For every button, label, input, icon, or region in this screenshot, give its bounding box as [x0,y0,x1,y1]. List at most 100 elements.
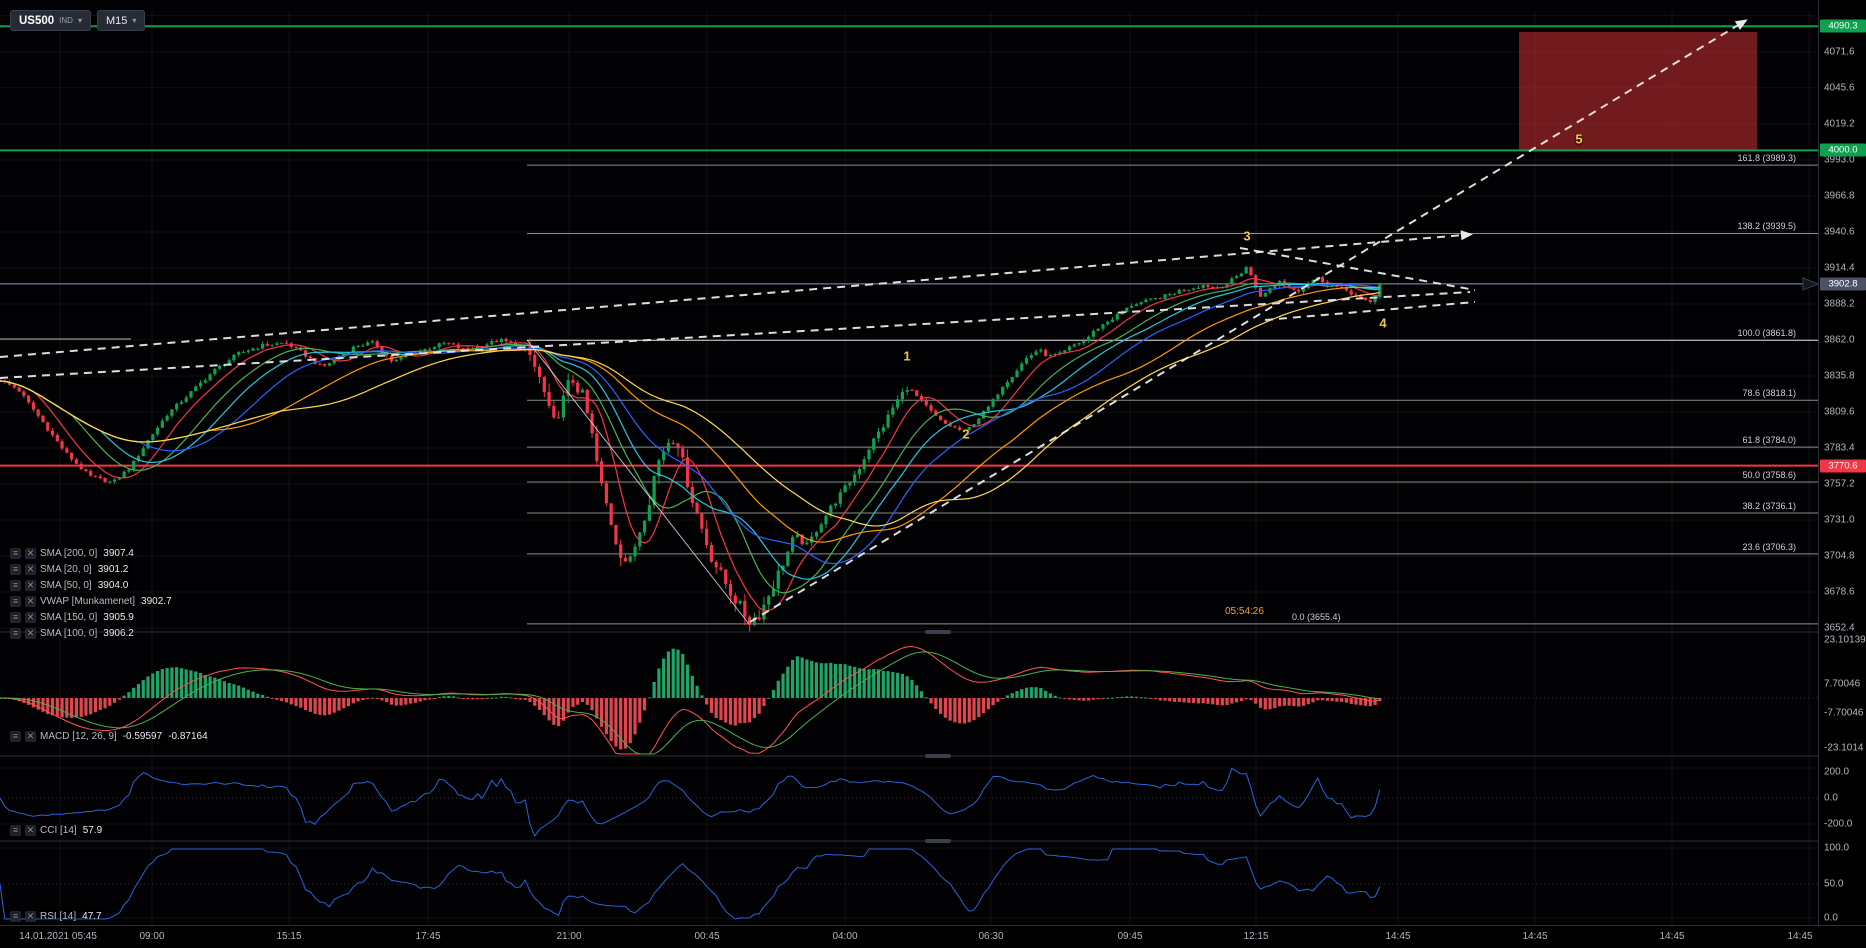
rsi-legend-label: RSI [14] [40,910,77,922]
legend-close-icon[interactable]: ✕ [25,611,36,623]
macd-value-2: -0.87164 [168,730,208,742]
legend-close-icon[interactable]: ✕ [25,824,36,836]
legend-close-icon[interactable]: ✕ [25,730,36,742]
cci-legend: ≡ ✕ CCI [14] 57.9 [10,822,102,838]
legend-close-icon[interactable]: ✕ [25,627,36,639]
price-tick-label: 3757.2 [1824,478,1855,490]
indicator-legend-value: 3906.2 [103,627,134,639]
macd-tick-label: -7.70046 [1824,707,1864,719]
time-axis-label: 09:45 [1117,931,1143,942]
price-tick-label: 3993.0 [1824,154,1855,166]
price-tag: 4090.3 [1820,19,1866,33]
time-axis-label: 09:00 [139,931,165,942]
time-axis-label: 14:45 [1522,931,1548,942]
time-axis-label: 14:45 [1659,931,1685,942]
indicator-legend-label: VWAP [Munkamenet] [40,595,136,607]
price-tick-label: 4045.6 [1824,82,1855,94]
chevron-down-icon: ▾ [132,16,137,25]
macd-tick-label: -23.1014 [1824,742,1864,754]
cci-tick-label: 0.0 [1824,792,1838,804]
legend-menu-icon[interactable]: ≡ [10,547,21,559]
time-axis[interactable]: 14.01.2021 05:45 09:00 15:15 17:45 21:00 00:4… [0,925,1866,948]
indicator-legend-label: SMA [150, 0] [40,611,98,623]
price-tick-label: 3914.4 [1824,262,1855,274]
indicator-legend-label: SMA [50, 0] [40,579,92,591]
macd-legend-label: MACD [12, 26, 9] [40,730,117,742]
rsi-tick-label: 0.0 [1824,912,1838,924]
legend-menu-icon[interactable]: ≡ [10,824,21,836]
indicator-legend-label: SMA [200, 0] [40,547,98,559]
legend-close-icon[interactable]: ✕ [25,579,36,591]
rsi-legend: ≡ ✕ RSI [14] 47.7 [10,908,102,924]
rsi-value: 47.7 [82,910,102,922]
symbol-selector[interactable]: US500 IND ▾ [10,10,91,31]
main-indicator-legend: ≡ ✕ SMA [200, 0] 3907.4 ≡ ✕ SMA [20, 0] 3901.2 ≡… [10,545,172,641]
price-tick-label: 3731.0 [1824,514,1855,526]
indicator-legend-value: 3905.9 [103,611,134,623]
indicator-legend-value: 3904.0 [97,579,129,591]
time-axis-label: 21:00 [556,931,582,942]
legend-menu-icon[interactable]: ≡ [10,730,21,742]
price-tick-label: 3888.2 [1824,298,1855,310]
time-axis-label: 14.01.2021 05:45 [19,931,97,942]
time-axis-label: 12:15 [1243,931,1269,942]
macd-tick-label: 7.70046 [1824,678,1861,690]
indicator-legend-label: SMA [100, 0] [40,627,98,639]
time-axis-label: 00:45 [694,931,720,942]
legend-close-icon[interactable]: ✕ [25,563,36,575]
price-tick-label: 3652.4 [1824,622,1855,634]
time-axis-label: 17:45 [415,931,441,942]
price-tick-label: 3783.4 [1824,442,1855,454]
price-tick-label: 4071.6 [1824,46,1855,58]
price-tick-label: 4019.2 [1824,118,1855,130]
timeframe-selector[interactable]: M15 ▾ [96,10,146,31]
legend-menu-icon[interactable]: ≡ [10,563,21,575]
legend-close-icon[interactable]: ✕ [25,910,36,922]
time-axis-label: 14:45 [1787,931,1813,942]
legend-menu-icon[interactable]: ≡ [10,595,21,607]
timeframe-label: M15 [105,14,128,27]
macd-legend: ≡ ✕ MACD [12, 26, 9] -0.59597 -0.87164 [10,728,208,744]
indicator-legend-value: 3907.4 [103,547,134,559]
legend-close-icon[interactable]: ✕ [25,547,36,559]
legend-close-icon[interactable]: ✕ [25,595,36,607]
price-tick-label: 3835.8 [1824,370,1855,382]
legend-menu-icon[interactable]: ≡ [10,910,21,922]
price-tag: 4000.0 [1820,143,1866,157]
macd-tick-label: 23.10139 [1824,634,1866,646]
price-tag: 3770.6 [1820,459,1866,473]
cci-tick-label: 200.0 [1824,766,1850,778]
chevron-down-icon: ▾ [77,16,82,25]
legend-menu-icon[interactable]: ≡ [10,627,21,639]
indicator-legend-value: 3901.2 [97,563,129,575]
cci-tick-label: -200.0 [1824,818,1853,830]
cci-legend-label: CCI [14] [40,824,77,836]
symbol-toolbar: US500 IND ▾ M15 ▾ [10,10,146,31]
indicator-legend-row: ≡ ✕ SMA [50, 0] 3904.0 [10,577,172,593]
price-tick-label: 3809.6 [1824,406,1855,418]
price-tick-label: 3862.0 [1824,334,1855,346]
price-tick-label: 3966.8 [1824,190,1855,202]
legend-menu-icon[interactable]: ≡ [10,611,21,623]
time-axis-label: 06:30 [978,931,1004,942]
indicator-legend-value: 3902.7 [141,595,172,607]
legend-menu-icon[interactable]: ≡ [10,579,21,591]
rsi-tick-label: 50.0 [1824,878,1844,890]
indicator-legend-row: ≡ ✕ SMA [20, 0] 3901.2 [10,561,172,577]
symbol-label: US500 [19,14,55,27]
time-axis-label: 04:00 [832,931,858,942]
market-type-label: IND [59,16,73,25]
price-tick-label: 3704.8 [1824,550,1855,562]
rsi-tick-label: 100.0 [1824,842,1850,854]
indicator-legend-label: SMA [20, 0] [40,563,92,575]
indicator-legend-row: ≡ ✕ SMA [100, 0] 3906.2 [10,625,172,641]
indicator-legend-row: ≡ ✕ VWAP [Munkamenet] 3902.7 [10,593,172,609]
indicator-legend-row: ≡ ✕ SMA [200, 0] 3907.4 [10,545,172,561]
time-axis-label: 15:15 [276,931,302,942]
time-axis-label: 14:45 [1385,931,1411,942]
price-tag: 3902.8 [1820,277,1866,291]
price-axis[interactable]: 4071.6 4045.6 4019.2 3993.0 3966.8 3940.6 3914… [1818,0,1866,925]
price-tick-label: 3940.6 [1824,226,1855,238]
